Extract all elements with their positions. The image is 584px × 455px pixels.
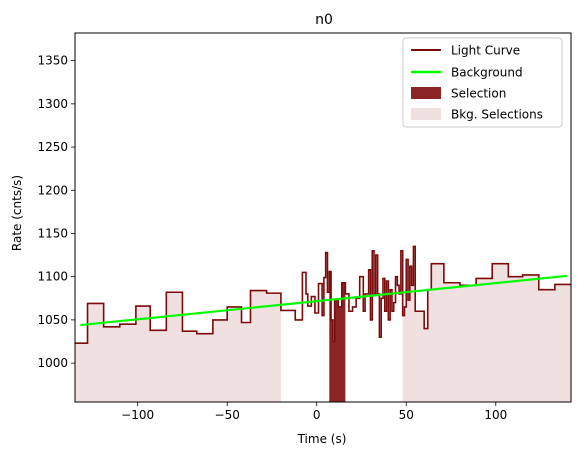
legend-label-selection: Selection xyxy=(451,87,506,101)
y-tick-label: 1200 xyxy=(37,183,68,197)
y-tick-label: 1300 xyxy=(37,97,68,111)
x-axis: −100 −50 0 50 100 xyxy=(121,402,507,422)
x-tick-label: 0 xyxy=(313,408,321,422)
legend-label-background: Background xyxy=(451,66,523,80)
x-tick-label: 50 xyxy=(399,408,414,422)
y-tick-label: 1350 xyxy=(37,54,68,68)
y-tick-label: 1050 xyxy=(37,313,68,327)
legend-swatch-selection xyxy=(411,87,441,99)
plot-area xyxy=(75,245,571,402)
selection-region xyxy=(329,271,346,402)
legend-frame xyxy=(402,37,563,128)
y-axis-label: Rate (cnts/s) xyxy=(10,175,24,251)
legend-label-light-curve: Light Curve xyxy=(451,44,520,58)
legend-swatch-bkg-selections xyxy=(411,108,441,120)
x-tick-label: −100 xyxy=(121,408,154,422)
plot-frame xyxy=(74,32,572,403)
y-tick-label: 1100 xyxy=(37,270,68,284)
chart-title: n0 xyxy=(315,12,333,28)
x-axis-label: Time (s) xyxy=(297,432,347,446)
x-tick-label: 100 xyxy=(484,408,507,422)
y-axis: 1000 1050 1100 1150 1200 1250 1300 1350 xyxy=(37,54,75,370)
background-line xyxy=(80,274,568,327)
bkg-selection-region-2 xyxy=(402,246,571,402)
x-tick-label: −50 xyxy=(215,408,240,422)
plot-content xyxy=(75,245,571,402)
bkg-selection-region-1 xyxy=(75,290,281,402)
light-curve-line xyxy=(75,245,571,345)
y-tick-label: 1150 xyxy=(37,226,68,240)
y-tick-label: 1250 xyxy=(37,140,68,154)
y-tick-label: 1000 xyxy=(37,356,68,370)
legend: Light Curve Background Selection Bkg. Se… xyxy=(402,37,563,128)
legend-label-bkg-selections: Bkg. Selections xyxy=(451,108,543,122)
